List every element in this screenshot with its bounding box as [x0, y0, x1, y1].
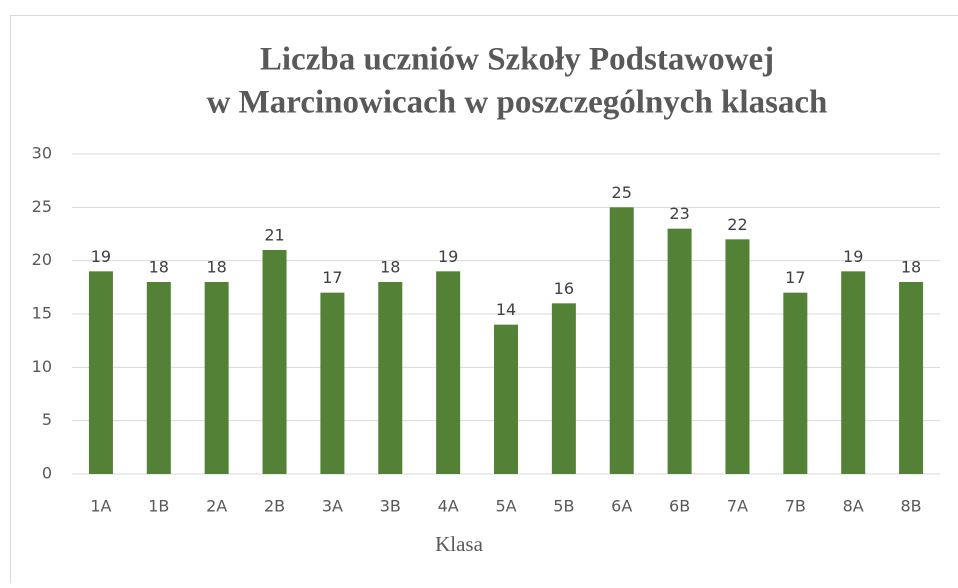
y-tick-label: 25 — [32, 197, 52, 216]
bar — [668, 229, 692, 474]
y-tick-label: 30 — [32, 144, 52, 163]
bar — [147, 282, 171, 474]
bar — [552, 303, 576, 474]
y-tick-label: 10 — [32, 357, 52, 376]
bar — [320, 293, 344, 474]
data-label: 18 — [149, 258, 169, 277]
data-label: 16 — [554, 279, 574, 298]
data-label: 19 — [843, 247, 863, 266]
data-label: 21 — [264, 226, 284, 245]
bar — [205, 282, 229, 474]
data-label: 19 — [438, 247, 458, 266]
x-tick-label: 2B — [264, 497, 285, 516]
data-label: 14 — [496, 300, 516, 319]
x-axis-title: Klasa — [435, 532, 483, 556]
bar — [841, 271, 865, 474]
data-label: 18 — [901, 258, 921, 277]
data-label: 17 — [785, 268, 805, 287]
bar — [725, 239, 749, 474]
data-label: 18 — [380, 258, 400, 277]
bar — [263, 250, 287, 474]
x-tick-label: 4A — [438, 497, 459, 516]
y-tick-label: 15 — [32, 304, 52, 323]
bar — [610, 207, 634, 474]
y-tick-label: 5 — [42, 410, 52, 429]
data-label: 18 — [206, 258, 226, 277]
data-label: 23 — [669, 204, 689, 223]
x-tick-label: 1B — [148, 497, 169, 516]
bar — [899, 282, 923, 474]
x-tick-label: 8A — [843, 497, 864, 516]
data-label: 25 — [612, 183, 632, 202]
data-label: 22 — [727, 215, 747, 234]
bar — [436, 271, 460, 474]
bar — [494, 325, 518, 474]
y-tick-label: 0 — [42, 464, 52, 483]
x-tick-label: 6B — [669, 497, 690, 516]
x-tick-label: 6A — [611, 497, 632, 516]
x-tick-label: 5B — [553, 497, 574, 516]
bar — [378, 282, 402, 474]
x-tick-label: 8B — [900, 497, 921, 516]
x-tick-label: 1A — [90, 497, 111, 516]
data-label: 19 — [91, 247, 111, 266]
y-tick-label: 20 — [32, 250, 52, 269]
data-label: 17 — [322, 268, 342, 287]
x-tick-label: 2A — [206, 497, 227, 516]
x-tick-label: 3A — [322, 497, 343, 516]
chart-title: w Marcinowicach w poszczególnych klasach — [207, 85, 828, 121]
x-tick-label: 3B — [380, 497, 401, 516]
x-tick-label: 7A — [727, 497, 748, 516]
chart-title: Liczba uczniów Szkoły Podstawowej — [260, 42, 774, 78]
bar — [89, 271, 113, 474]
bar — [783, 293, 807, 474]
x-tick-label: 5A — [495, 497, 516, 516]
x-tick-label: 7B — [785, 497, 806, 516]
